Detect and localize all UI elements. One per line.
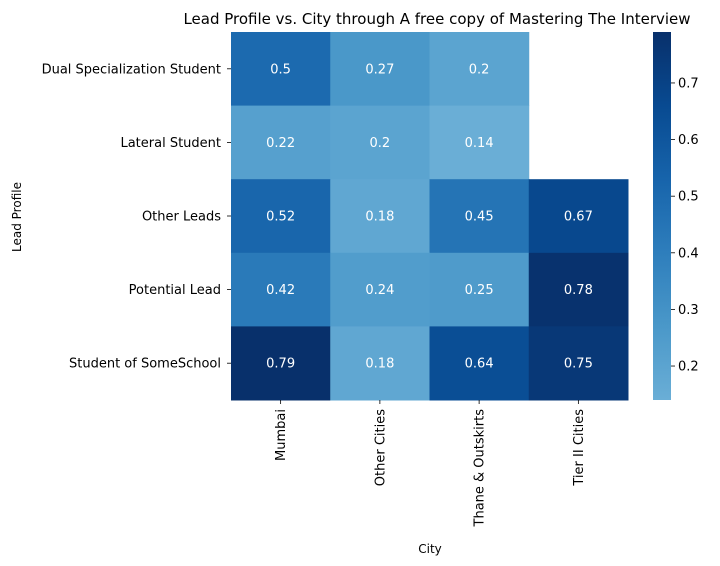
- heatmap-cell: [429, 32, 530, 107]
- heatmap-cell: [330, 179, 430, 254]
- x-tick-label: Thane & Outskirts: [473, 409, 488, 528]
- cell-value-label: 0.5: [270, 62, 291, 77]
- cell-value-label: 0.52: [266, 210, 295, 225]
- cell-value-label: 0.2: [469, 62, 490, 77]
- heatmap-cell: [429, 252, 530, 327]
- cell-value-label: 0.78: [564, 283, 593, 298]
- cell-value-label: 0.18: [365, 357, 394, 372]
- cell-value-label: 0.27: [365, 62, 394, 77]
- cell-value-label: 0.64: [465, 357, 494, 372]
- heatmap-cell: [429, 105, 530, 180]
- x-tick-label: Tier II Cities: [572, 409, 587, 487]
- colorbar-tick-label: 0.4: [678, 246, 699, 261]
- y-tick-label: Potential Lead: [129, 283, 221, 298]
- heatmap-cell: [330, 252, 430, 327]
- colorbar-tick-label: 0.7: [678, 76, 699, 91]
- colorbar-tick-label: 0.2: [678, 360, 699, 375]
- heatmap-cell: [528, 252, 629, 327]
- heatmap-cell: [528, 179, 629, 254]
- cell-value-label: 0.25: [465, 283, 494, 298]
- y-tick-label: Other Leads: [142, 210, 221, 225]
- cell-value-label: 0.45: [465, 210, 494, 225]
- heatmap-cell: [429, 326, 530, 401]
- cell-value-label: 0.22: [266, 136, 295, 151]
- y-tick-label: Lateral Student: [120, 136, 221, 151]
- x-tick-label: Other Cities: [373, 409, 388, 486]
- cell-value-label: 0.67: [564, 210, 593, 225]
- heatmap-cell-labels: 0.5 0.27 0.2 0.22 0.2 0.14 0.52 0.18 0.45 0.67 0.4…: [266, 62, 593, 371]
- heatmap-cell: [231, 252, 331, 327]
- cell-value-label: 0.79: [266, 357, 295, 372]
- y-tick-label: Dual Specialization Student: [42, 62, 221, 77]
- x-axis: Mumbai Other Cities Thane & Outskirts Tier …: [274, 400, 587, 527]
- colorbar-gradient: [653, 32, 671, 400]
- heatmap-cell: [429, 179, 530, 254]
- heatmap-cell: [231, 32, 331, 107]
- cell-value-label: 0.24: [365, 283, 394, 298]
- cell-value-label: 0.42: [266, 283, 295, 298]
- chart-title: Lead Profile vs. City through A free cop…: [183, 10, 690, 28]
- colorbar-tick-label: 0.6: [678, 133, 699, 148]
- y-axis-label: Lead Profile: [10, 182, 24, 252]
- colorbar: 0.2 0.3 0.4 0.5 0.6 0.7: [653, 32, 699, 400]
- cell-value-label: 0.18: [365, 210, 394, 225]
- heatmap-cell: [231, 326, 331, 401]
- heatmap-cell: [330, 326, 430, 401]
- cell-value-label: 0.2: [370, 136, 391, 151]
- y-axis: Dual Specialization Student Lateral Stude…: [42, 62, 231, 372]
- colorbar-tick-label: 0.3: [678, 303, 699, 318]
- colorbar-tick-label: 0.5: [678, 190, 699, 205]
- heatmap-cell: [528, 326, 629, 401]
- heatmap-cell: [231, 179, 331, 254]
- heatmap-cells: [231, 32, 629, 401]
- heatmap-cell: [231, 105, 331, 180]
- y-tick-label: Student of SomeSchool: [69, 357, 221, 372]
- cell-value-label: 0.75: [564, 357, 593, 372]
- heatmap-cell: [330, 32, 430, 107]
- heatmap-cell: [330, 105, 430, 180]
- cell-value-label: 0.14: [465, 136, 494, 151]
- x-axis-label: City: [418, 542, 442, 556]
- x-tick-label: Mumbai: [274, 409, 289, 461]
